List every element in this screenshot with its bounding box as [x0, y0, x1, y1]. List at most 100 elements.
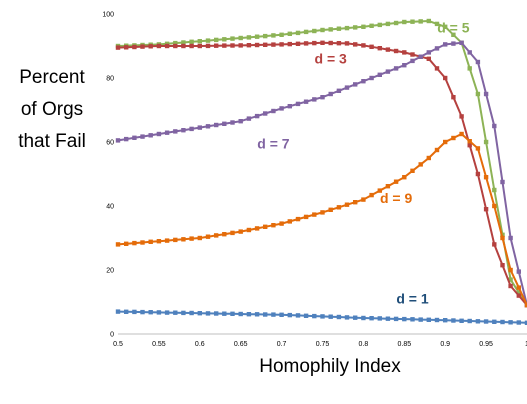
data-point	[377, 22, 382, 28]
y-axis-label-line-1: Percent	[19, 67, 85, 88]
data-point	[263, 224, 268, 229]
data-point	[475, 319, 481, 324]
data-point	[148, 44, 153, 49]
data-point	[124, 45, 129, 50]
data-point	[475, 91, 481, 97]
data-point	[287, 41, 292, 47]
data-point	[271, 312, 276, 317]
y-tick-label: 60	[106, 140, 114, 147]
data-point	[377, 46, 382, 51]
data-point	[385, 316, 391, 321]
data-point	[263, 312, 268, 317]
series-1	[115, 40, 527, 308]
data-point	[230, 43, 235, 48]
data-point	[320, 210, 325, 215]
data-point	[287, 312, 292, 318]
data-point	[377, 72, 382, 77]
data-point	[238, 119, 243, 124]
data-point	[238, 35, 243, 41]
data-point	[148, 239, 153, 244]
data-point	[467, 143, 472, 148]
data-point	[197, 125, 202, 130]
data-point	[263, 33, 268, 39]
x-tick-label: 0.65	[234, 341, 248, 348]
x-tick-label: 0.7	[277, 341, 287, 348]
data-point	[140, 240, 145, 245]
data-point	[492, 319, 497, 324]
data-point	[434, 66, 440, 71]
data-point	[320, 95, 325, 100]
data-point	[410, 52, 415, 57]
data-point	[197, 311, 202, 316]
data-point	[434, 147, 440, 153]
data-point	[418, 19, 423, 24]
data-point	[426, 56, 431, 61]
y-axis-label-line-2: of Orgs	[21, 99, 83, 120]
data-point	[173, 237, 178, 243]
data-point	[451, 95, 456, 100]
y-tick-label: 80	[106, 76, 114, 83]
data-point	[336, 205, 342, 210]
data-point	[246, 227, 252, 233]
data-point	[230, 36, 235, 41]
data-point	[410, 168, 415, 173]
x-tick-label: 0.5	[113, 341, 123, 348]
series-label: d = 1	[396, 291, 429, 307]
data-point	[434, 21, 440, 27]
data-point	[402, 50, 407, 55]
data-point	[189, 39, 194, 44]
data-point	[426, 317, 431, 322]
data-point	[312, 28, 317, 34]
data-point	[164, 310, 170, 315]
data-point	[230, 311, 235, 316]
data-point	[344, 202, 350, 207]
data-point	[214, 122, 219, 128]
data-point	[328, 207, 333, 212]
data-point	[500, 179, 505, 185]
data-point	[483, 139, 489, 145]
data-point	[173, 310, 178, 315]
data-point	[115, 242, 121, 247]
series-line	[117, 41, 527, 306]
data-point	[173, 43, 178, 49]
data-point	[164, 130, 170, 135]
data-point	[173, 40, 178, 46]
data-point	[173, 129, 178, 134]
x-tick-label: 0.55	[152, 341, 166, 348]
data-point	[516, 290, 521, 295]
data-point	[385, 47, 391, 52]
data-point	[279, 221, 284, 226]
data-point	[475, 171, 481, 177]
data-point	[132, 240, 137, 246]
data-point	[516, 285, 521, 290]
data-point	[516, 320, 521, 325]
data-point	[451, 135, 456, 141]
data-point	[254, 226, 260, 231]
data-point	[492, 203, 497, 209]
data-point	[443, 24, 448, 29]
data-point	[418, 317, 423, 322]
data-point	[295, 41, 301, 46]
data-point	[508, 277, 513, 282]
data-point	[222, 43, 227, 48]
data-point	[508, 320, 513, 325]
data-point	[271, 42, 276, 47]
data-point	[418, 162, 423, 167]
x-ticks: 0.5 0.55 0.6 0.65 0.7 0.75 0.8 0.85 0.9 0.95 1	[113, 341, 527, 348]
data-point	[312, 40, 317, 46]
data-point	[287, 31, 292, 36]
x-tick-label: 1	[525, 341, 527, 348]
data-point	[254, 312, 260, 317]
data-point	[140, 44, 145, 49]
data-point	[402, 175, 407, 180]
series-group	[115, 18, 527, 325]
series-label: d = 7	[257, 135, 290, 151]
data-point	[500, 263, 505, 268]
data-point	[393, 316, 399, 322]
data-point	[214, 43, 219, 48]
data-point	[295, 216, 301, 222]
series-label: d = 3	[315, 51, 348, 67]
data-point	[361, 24, 366, 29]
data-point	[500, 235, 505, 241]
data-point	[426, 155, 431, 161]
